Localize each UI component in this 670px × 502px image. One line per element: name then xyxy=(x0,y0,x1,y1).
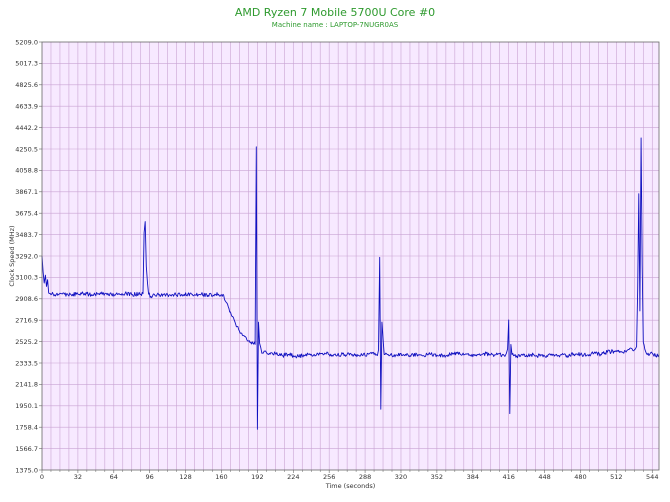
x-tick-label: 224 xyxy=(287,473,299,481)
y-tick-label: 4633.9 xyxy=(15,103,38,111)
y-tick-label: 1758.4 xyxy=(15,424,38,432)
y-tick-label: 1375.0 xyxy=(15,466,38,474)
chart-title: AMD Ryzen 7 Mobile 5700U Core #0 xyxy=(234,6,436,19)
x-tick-label: 480 xyxy=(574,473,586,481)
y-axis-title: Clock Speed (MHz) xyxy=(8,225,16,286)
grid xyxy=(42,42,659,470)
x-tick-label: 256 xyxy=(323,473,335,481)
y-tick-label: 1566.7 xyxy=(15,445,38,453)
x-tick-label: 160 xyxy=(215,473,227,481)
y-tick-label: 2908.6 xyxy=(15,295,38,303)
x-tick-label: 192 xyxy=(251,473,263,481)
x-tick-label: 352 xyxy=(431,473,443,481)
y-tick-label: 4442.2 xyxy=(15,124,38,132)
y-tick-label: 4825.6 xyxy=(15,81,38,89)
x-tick-label: 448 xyxy=(538,473,550,481)
x-tick-label: 32 xyxy=(74,473,82,481)
y-tick-label: 2716.9 xyxy=(15,317,38,325)
x-tick-label: 128 xyxy=(179,473,191,481)
y-tick-label: 3867.1 xyxy=(15,188,38,196)
series-layer xyxy=(41,137,660,430)
y-tick-label: 5209.0 xyxy=(15,38,38,46)
y-tick-label: 2141.8 xyxy=(15,381,38,389)
y-tick-label: 2525.2 xyxy=(15,338,38,346)
x-tick-label: 96 xyxy=(146,473,154,481)
x-tick-label: 544 xyxy=(646,473,658,481)
x-tick-label: 64 xyxy=(110,473,118,481)
y-tick-label: 3100.3 xyxy=(15,274,38,282)
chart-subtitle: Machine name : LAPTOP-7NUGR0AS xyxy=(271,21,399,29)
x-tick-label: 320 xyxy=(395,473,407,481)
axes: 0 32 64 96 128 160 192 224 256 288 320 352 384 416 448… xyxy=(15,38,658,481)
y-tick-label: 4058.8 xyxy=(15,167,38,175)
x-tick-label: 0 xyxy=(40,473,44,481)
x-tick-label: 384 xyxy=(467,473,479,481)
y-tick-label: 2333.5 xyxy=(15,359,38,367)
y-tick-label: 3292.0 xyxy=(15,252,38,260)
y-tick-label: 3483.7 xyxy=(15,231,38,239)
y-tick-label: 1950.1 xyxy=(15,402,38,410)
x-axis-title: Time (seconds) xyxy=(325,482,376,490)
x-tick-label: 416 xyxy=(502,473,514,481)
series-line-0 xyxy=(41,137,660,430)
y-tick-label: 3675.4 xyxy=(15,210,38,218)
x-tick-label: 512 xyxy=(610,473,622,481)
y-tick-label: 4250.5 xyxy=(15,145,38,153)
x-tick-label: 288 xyxy=(359,473,371,481)
y-tick-label: 5017.3 xyxy=(15,60,38,68)
